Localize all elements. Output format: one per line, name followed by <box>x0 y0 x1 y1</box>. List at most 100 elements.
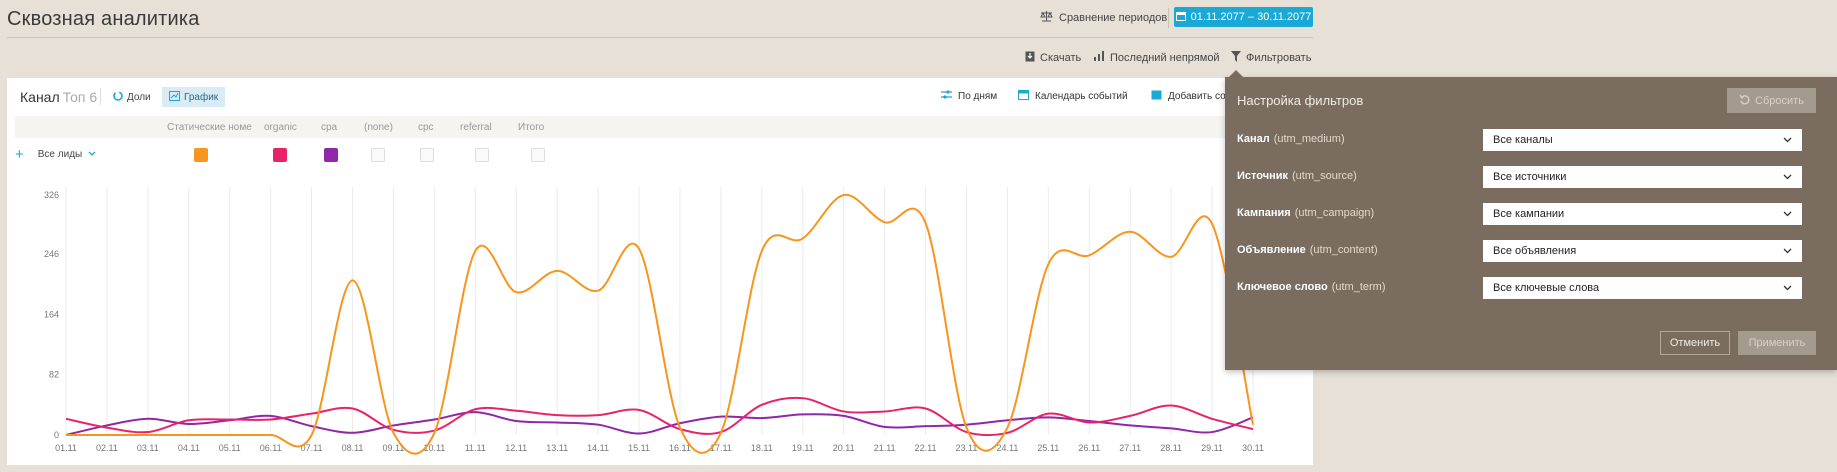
apply-button[interactable]: Применить <box>1738 331 1816 355</box>
channel-select[interactable]: Все каналы <box>1483 129 1802 151</box>
legend-col-none: (none) <box>364 122 393 133</box>
select-value: Все объявления <box>1493 245 1577 257</box>
plus-icon[interactable]: + <box>15 146 24 163</box>
filter-popup: Настройка фильтров Сбросить Канал (utm_me… <box>1225 77 1837 370</box>
filter-label: Объявление (utm_content) <box>1237 244 1378 256</box>
y-tick-label: 0 <box>54 430 59 440</box>
download-label: Скачать <box>1040 52 1082 64</box>
compare-periods-button[interactable]: Сравнение периодов <box>1040 10 1167 25</box>
chevron-down-icon <box>1783 134 1792 146</box>
attribution-label: Последний непрямой <box>1110 51 1220 64</box>
calendar-events-icon <box>1018 89 1029 103</box>
chart-icon <box>169 90 180 104</box>
compare-periods-label: Сравнение периодов <box>1059 11 1168 24</box>
series-toggle-organic[interactable] <box>273 148 287 162</box>
add-calendar-icon <box>1151 89 1162 103</box>
legend-col-cpc: cpc <box>418 122 434 133</box>
x-tick-label: 25.11 <box>1037 443 1059 453</box>
attribution-button[interactable]: Последний непрямой <box>1094 51 1220 64</box>
chevron-down-icon <box>1783 208 1792 220</box>
x-tick-label: 27.11 <box>1119 443 1141 453</box>
header-rule <box>7 37 1313 38</box>
x-tick-label: 18.11 <box>751 443 773 453</box>
select-value: Все источники <box>1493 171 1567 183</box>
calendar-icon <box>1175 11 1186 24</box>
events-calendar-label: Календарь событий <box>1035 90 1128 102</box>
chart-panel: Канал Топ 6 Доли График По дням Календар <box>7 78 1313 465</box>
add-label: Добавить со <box>1168 90 1226 102</box>
series-toggle-none[interactable] <box>371 148 385 162</box>
campaign-select[interactable]: Все кампании <box>1483 203 1802 225</box>
date-range-button[interactable]: 01.11.2077 – 30.11.2077 <box>1174 7 1313 27</box>
series-line-orange <box>66 193 1254 455</box>
leads-selector[interactable]: + Все лиды <box>15 146 96 163</box>
series-toggle-referral[interactable] <box>475 148 489 162</box>
x-tick-label: 19.11 <box>792 443 814 453</box>
filter-popup-title: Настройка фильтров <box>1237 93 1364 108</box>
x-tick-label: 12.11 <box>505 443 527 453</box>
filter-popup-pointer <box>1228 70 1244 78</box>
series-toggle-static[interactable] <box>194 148 208 162</box>
x-tick-label: 21.11 <box>874 443 896 453</box>
x-tick-label: 22.11 <box>915 443 937 453</box>
keyword-select[interactable]: Все ключевые слова <box>1483 277 1802 299</box>
panel-header: Канал Топ 6 Доли График По дням Календар <box>7 78 1313 114</box>
series-toggle-cpc[interactable] <box>420 148 434 162</box>
chevron-down-icon <box>1783 171 1792 183</box>
series-toggle-cpa[interactable] <box>324 148 338 162</box>
x-tick-label: 11.11 <box>465 443 486 453</box>
legend-header <box>15 116 1313 138</box>
reset-button[interactable]: Сбросить <box>1727 88 1816 113</box>
add-button[interactable]: Добавить со <box>1151 89 1226 103</box>
x-tick-label: 23.11 <box>956 443 978 453</box>
filter-button[interactable]: Фильтровать <box>1231 51 1311 65</box>
filter-row-source: Источник (utm_source) Все источники <box>1237 166 1802 188</box>
x-tick-label: 20.11 <box>833 443 855 453</box>
tab-shares[interactable]: Доли <box>106 87 158 107</box>
select-value: Все кампании <box>1493 208 1565 220</box>
top-selector[interactable]: Топ 6 <box>62 89 98 105</box>
x-tick-label: 28.11 <box>1160 443 1182 453</box>
legend-col-organic: organic <box>264 122 297 133</box>
x-tick-label: 29.11 <box>1201 443 1223 453</box>
legend-col-referral: referral <box>460 122 492 133</box>
chevron-down-icon <box>88 149 96 160</box>
x-tick-label: 04.11 <box>178 443 200 453</box>
series-line-purple <box>65 411 1254 436</box>
channel-title: Канал Топ 6 <box>20 89 97 105</box>
header-divider <box>1168 8 1169 28</box>
filter-label: Фильтровать <box>1246 52 1312 64</box>
y-tick-label: 164 <box>44 309 59 319</box>
y-tick-label: 326 <box>44 190 59 200</box>
x-tick-label: 26.11 <box>1078 443 1100 453</box>
filter-label: Канал (utm_medium) <box>1237 133 1345 145</box>
x-tick-label: 13.11 <box>546 443 568 453</box>
filter-row-ad: Объявление (utm_content) Все объявления <box>1237 240 1802 262</box>
cancel-button[interactable]: Отменить <box>1660 331 1730 355</box>
y-tick-label: 82 <box>49 370 59 380</box>
date-range-label: 01.11.2077 – 30.11.2077 <box>1190 11 1312 23</box>
x-tick-label: 14.11 <box>587 443 609 453</box>
tab-chart[interactable]: График <box>162 87 226 107</box>
filter-label: Ключевое слово (utm_term) <box>1237 281 1386 293</box>
x-tick-label: 30.11 <box>1242 443 1264 453</box>
x-tick-label: 16.11 <box>669 443 691 453</box>
select-value: Все ключевые слова <box>1493 282 1600 294</box>
by-days-button[interactable]: По дням <box>941 89 997 103</box>
legend-col-total: Итого <box>518 122 545 133</box>
undo-icon <box>1739 94 1750 108</box>
source-select[interactable]: Все источники <box>1483 166 1802 188</box>
series-line-pink <box>65 396 1254 437</box>
bars-icon <box>1094 51 1105 64</box>
sliders-icon <box>941 89 952 103</box>
x-tick-label: 09.11 <box>383 443 405 453</box>
download-button[interactable]: Скачать <box>1025 51 1081 65</box>
filter-row-campaign: Кампания (utm_campaign) Все кампании <box>1237 203 1802 225</box>
events-calendar-button[interactable]: Календарь событий <box>1018 89 1128 103</box>
legend-col-static: Статические номе <box>167 122 252 133</box>
series-toggle-total[interactable] <box>531 148 545 162</box>
reset-label: Сбросить <box>1755 94 1804 107</box>
ad-select[interactable]: Все объявления <box>1483 240 1802 262</box>
legend-col-cpa: cpa <box>321 122 338 133</box>
funnel-icon <box>1231 51 1241 65</box>
